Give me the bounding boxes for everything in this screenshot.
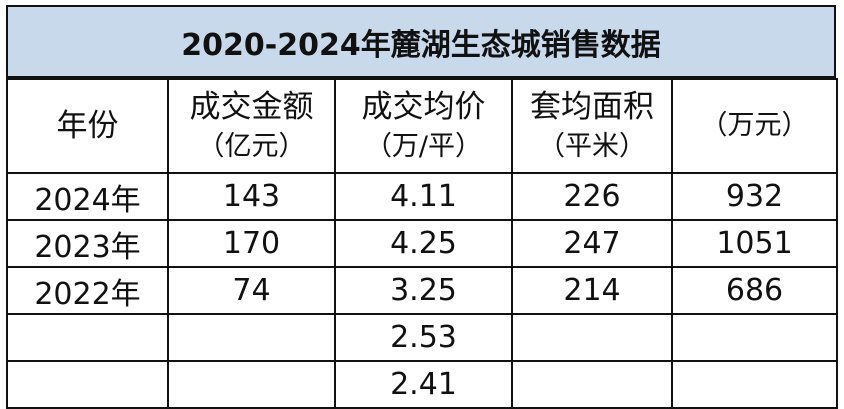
- header-row: 年份 成交金额 （亿元） 成交均价 （万/平） 套均面积 （平米） （万元）: [6, 78, 838, 174]
- header-transaction-amount: 成交金额 （亿元）: [167, 78, 336, 174]
- cell-area: 226: [511, 172, 673, 221]
- header-area-unit: （平米）: [538, 131, 646, 162]
- table-row: 2.53: [6, 313, 838, 362]
- cell-amount: 74: [167, 266, 336, 315]
- cell-year: [6, 313, 169, 362]
- header-area-label: 套均面积: [530, 89, 654, 125]
- header-average-area: 套均面积 （平米）: [511, 78, 673, 174]
- sales-table: 年份 成交金额 （亿元） 成交均价 （万/平） 套均面积 （平米） （万元）: [6, 78, 838, 409]
- table-title: 2020-2024年麓湖生态城销售数据: [6, 5, 836, 78]
- cell-total: 932: [671, 172, 838, 221]
- header-average-total-price: （万元）: [671, 78, 838, 174]
- header-year-label: 年份: [56, 108, 119, 144]
- cell-total: 686: [671, 266, 838, 315]
- cell-year: 2024年: [6, 172, 169, 221]
- table-row: 2024年 143 4.11 226 932: [6, 172, 838, 221]
- header-price-unit: （万/平）: [364, 131, 483, 162]
- table-row: 2022年 74 3.25 214 686: [6, 266, 838, 315]
- cell-total: [671, 313, 838, 362]
- cell-price: 3.25: [334, 266, 513, 315]
- table-row: 2023年 170 4.25 247 1051: [6, 219, 838, 268]
- header-average-price: 成交均价 （万/平）: [334, 78, 513, 174]
- header-price-label: 成交均价: [361, 89, 486, 125]
- cell-area: 214: [511, 266, 673, 315]
- sales-data-table-figure: 2020-2024年麓湖生态城销售数据 年份 成交金额 （亿元） 成交均价 （万…: [6, 5, 838, 409]
- cell-amount: 143: [167, 172, 336, 221]
- cell-amount: [167, 313, 336, 362]
- header-amount-label: 成交金额: [189, 89, 314, 125]
- cell-amount: 170: [167, 219, 336, 268]
- table-row: 2.41: [6, 360, 838, 409]
- header-year: 年份: [6, 78, 169, 174]
- cell-year: 2023年: [6, 219, 169, 268]
- cell-price: 2.53: [334, 313, 513, 362]
- cell-price: 2.41: [334, 360, 513, 409]
- cell-area: 247: [511, 219, 673, 268]
- cell-amount: [167, 360, 336, 409]
- cell-year: [6, 360, 169, 409]
- cell-price: 4.11: [334, 172, 513, 221]
- header-total-unit: （万元）: [700, 110, 809, 141]
- cell-year: 2022年: [6, 266, 169, 315]
- cell-price: 4.25: [334, 219, 513, 268]
- cell-total: 1051: [671, 219, 838, 268]
- header-amount-unit: （亿元）: [197, 131, 306, 162]
- cell-area: [511, 313, 673, 362]
- cell-total: [671, 360, 838, 409]
- cell-area: [511, 360, 673, 409]
